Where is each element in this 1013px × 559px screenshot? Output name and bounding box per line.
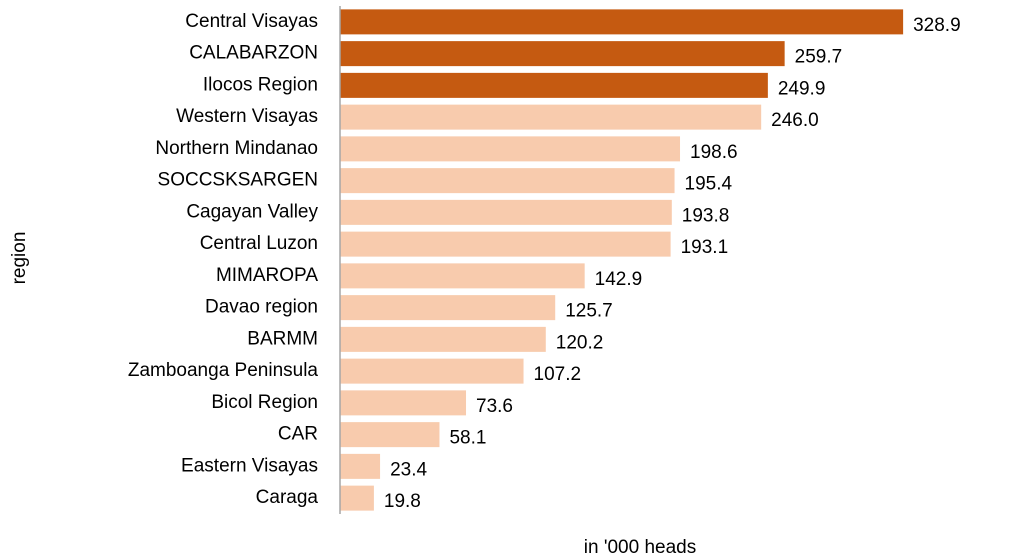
- value-label: 328.9: [913, 15, 961, 36]
- bar: [340, 231, 671, 257]
- value-label: 249.9: [778, 78, 826, 99]
- bar: [340, 295, 556, 321]
- y-tick-label: Central Visayas: [185, 11, 318, 32]
- x-axis-title: in '000 heads: [584, 537, 696, 558]
- bar: [340, 104, 762, 130]
- y-tick-label: CAR: [278, 424, 318, 445]
- value-label: 198.6: [690, 142, 738, 163]
- y-tick-label: BARMM: [247, 328, 318, 349]
- bar: [340, 136, 681, 162]
- value-label: 23.4: [390, 459, 427, 480]
- value-label: 120.2: [556, 332, 604, 353]
- y-tick-label: Eastern Visayas: [181, 455, 318, 476]
- bar: [340, 263, 585, 289]
- bar: [340, 9, 904, 35]
- y-tick-label: Bicol Region: [211, 392, 318, 413]
- bar: [340, 72, 768, 98]
- value-label: 107.2: [534, 364, 582, 385]
- value-label: 142.9: [595, 269, 643, 290]
- bar: [340, 422, 440, 448]
- value-label: 19.8: [384, 491, 421, 512]
- value-label: 259.7: [795, 47, 843, 68]
- y-tick-label: Zamboanga Peninsula: [128, 360, 319, 381]
- value-label: 195.4: [685, 174, 733, 195]
- y-tick-label: Davao region: [205, 297, 318, 318]
- bar: [340, 41, 785, 67]
- value-label: 246.0: [771, 110, 819, 131]
- bar: [340, 485, 374, 511]
- y-tick-label: Western Visayas: [176, 106, 318, 127]
- bar: [340, 168, 675, 194]
- y-tick-label: Northern Mindanao: [155, 138, 318, 159]
- y-tick-label: Caraga: [256, 487, 319, 508]
- bar: [340, 358, 524, 384]
- value-label: 58.1: [449, 428, 486, 449]
- bar: [340, 326, 546, 352]
- y-tick-label: Cagayan Valley: [186, 201, 318, 222]
- y-tick-label: SOCCSKSARGEN: [158, 170, 318, 191]
- bar: [340, 453, 381, 479]
- bar: [340, 390, 467, 416]
- y-axis-title: region: [9, 232, 30, 285]
- value-label: 193.1: [681, 237, 729, 258]
- value-label: 193.8: [682, 205, 730, 226]
- y-tick-label: CALABARZON: [189, 43, 318, 64]
- y-tick-label: Central Luzon: [200, 233, 318, 254]
- bar: [340, 199, 672, 225]
- value-label: 125.7: [565, 301, 613, 322]
- value-label: 73.6: [476, 396, 513, 417]
- y-tick-label: Ilocos Region: [203, 74, 318, 95]
- y-tick-label: MIMAROPA: [216, 265, 318, 286]
